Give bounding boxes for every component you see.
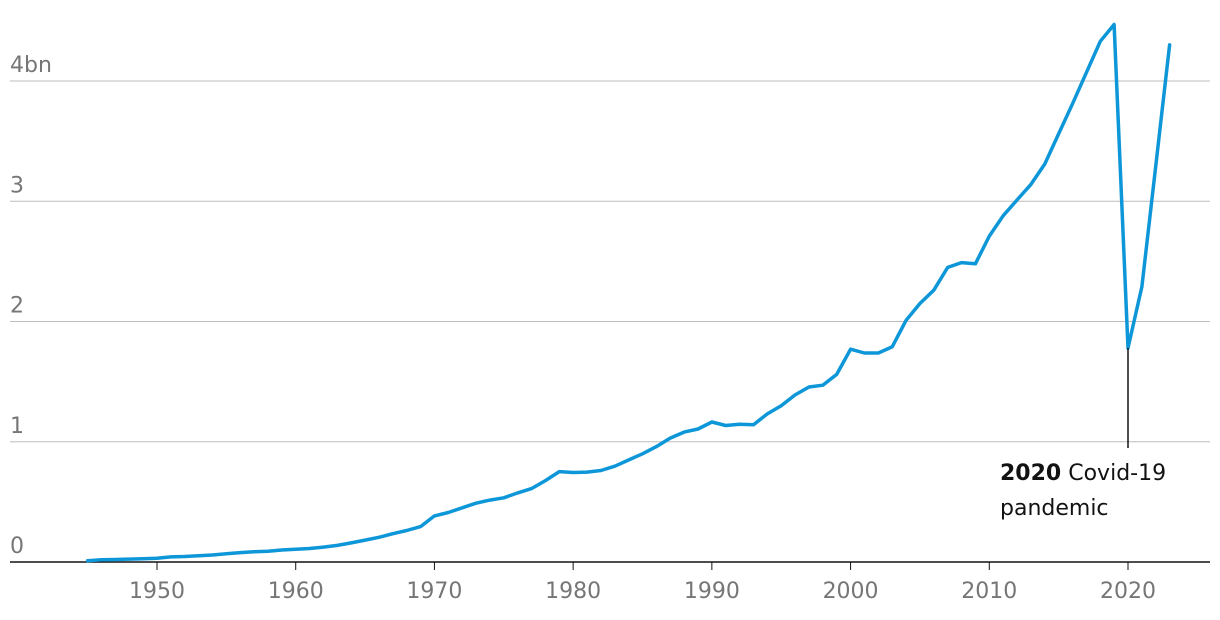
y-axis-tick-labels: 0 1 2 3 4bn (10, 53, 52, 559)
series-line (85, 22, 1172, 563)
series-layer (85, 22, 1172, 563)
gridlines (10, 80, 1210, 443)
annotation-event: Covid-19 (1068, 461, 1166, 486)
x-axis-tick-labels: 1950 1960 1970 1980 1990 2000 2010 2020 (129, 562, 1156, 604)
y-tick-label: 3 (10, 173, 24, 198)
y-tick-label: 1 (10, 414, 24, 439)
annotation-year: 2020 (1000, 461, 1061, 486)
x-tick-label: 1990 (684, 579, 740, 604)
x-tick-label: 1950 (129, 579, 185, 604)
y-tick-label: 4bn (10, 53, 52, 78)
x-tick-label: 2000 (823, 579, 879, 604)
x-tick-label: 1970 (406, 579, 462, 604)
x-tick-label: 2020 (1100, 579, 1156, 604)
annotation-layer: 2020 Covid-19 pandemic (1000, 347, 1166, 521)
annotation-label-line2: pandemic (1000, 496, 1109, 521)
x-tick-label: 1960 (268, 579, 324, 604)
x-tick-label: 2010 (961, 579, 1017, 604)
y-tick-label: 0 (10, 534, 24, 559)
x-tick-label: 1980 (545, 579, 601, 604)
y-tick-label: 2 (10, 294, 24, 319)
annotation-label: 2020 Covid-19 (1000, 461, 1166, 486)
